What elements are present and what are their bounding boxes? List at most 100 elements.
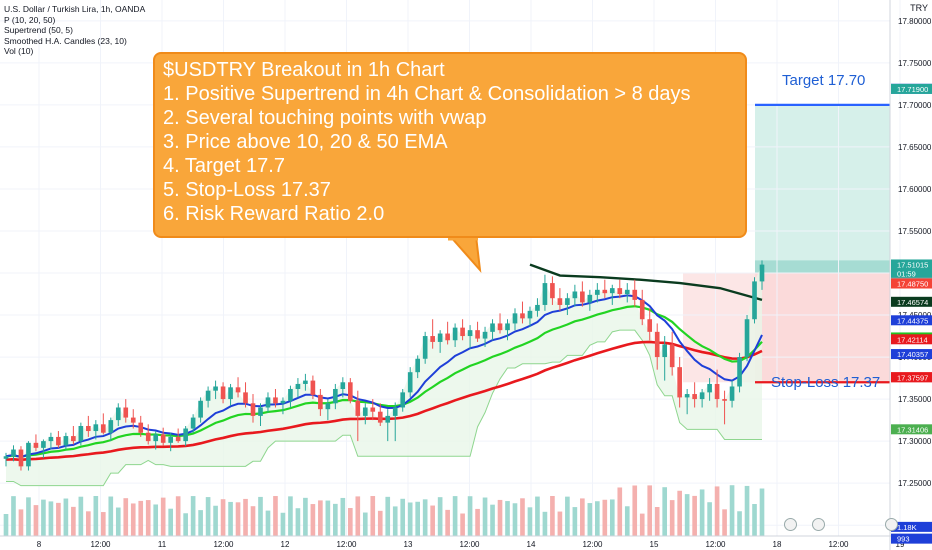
legend-ema[interactable]: P (10, 20, 50) — [4, 14, 56, 25]
candle-body — [175, 436, 181, 442]
volume-bar — [707, 502, 712, 536]
candle-body — [265, 397, 271, 408]
flag-icon[interactable] — [812, 518, 825, 531]
candle-body — [587, 294, 593, 303]
supertrend-line — [6, 329, 762, 487]
volume-bar — [565, 496, 570, 536]
callout-point-6: 6. Risk Reward Ratio 2.0 — [163, 203, 385, 225]
price-tag-label: 17.48750 — [897, 280, 928, 289]
price-tag-label: 17.42114 — [897, 335, 928, 344]
candle-body — [168, 436, 173, 443]
x-tick-label: 13 — [404, 540, 413, 549]
candle-body — [729, 386, 735, 401]
volume-bar — [93, 496, 99, 536]
candle-body — [430, 336, 435, 342]
volume-bar — [63, 498, 69, 536]
x-tick-label: 12:00 — [582, 540, 603, 549]
y-tick-label: 17.70000 — [898, 101, 932, 110]
flag-icon[interactable] — [784, 518, 797, 531]
supertrend-fill — [6, 264, 762, 486]
price-tag — [891, 349, 932, 360]
volume-bar — [228, 501, 233, 536]
candle-body — [160, 434, 166, 443]
candle-body — [93, 424, 99, 432]
legend-symbol[interactable]: U.S. Dollar / Turkish Lira, 1h, OANDA — [4, 4, 146, 14]
volume-bar — [108, 496, 114, 536]
volume-bar — [3, 514, 9, 536]
price-tag — [891, 424, 932, 435]
candle-body — [333, 389, 338, 404]
candle-body — [752, 281, 757, 320]
volume-bar — [198, 510, 203, 536]
volume-bar — [175, 496, 181, 536]
volume-bar — [385, 496, 391, 536]
candle-body — [580, 291, 585, 303]
volume-bar — [520, 498, 525, 536]
candle-body — [280, 400, 286, 404]
callout-point-5: 5. Stop-Loss 17.37 — [163, 179, 331, 201]
x-tick-label: 12:00 — [459, 540, 480, 549]
volume-bar — [445, 509, 450, 536]
candle-body — [362, 407, 368, 416]
candle-body — [572, 291, 578, 299]
candle-body — [385, 415, 391, 423]
volume-bar — [303, 497, 308, 536]
volume-bar — [190, 496, 196, 536]
volume-bar — [41, 499, 46, 536]
price-tag — [891, 533, 932, 544]
candle-body — [347, 382, 353, 401]
candle-body — [258, 407, 263, 416]
volume-bar — [677, 490, 682, 536]
annotation-callout[interactable]: $USDTRY Breakout in 1h Chart 1. Positive… — [153, 52, 747, 238]
volume-bar — [288, 496, 293, 536]
volume-bar — [752, 504, 757, 536]
candle-body — [542, 283, 548, 305]
legend-ha-candles[interactable]: Smoothed H.A. Candles (23, 10) — [4, 35, 127, 46]
candle-body — [355, 400, 361, 416]
candle-body — [295, 383, 301, 390]
volume-bar — [744, 485, 750, 536]
candle-body — [452, 327, 458, 341]
volume-bar — [430, 505, 435, 536]
candle-body — [123, 407, 129, 418]
candle-body — [78, 425, 84, 442]
volume-bar — [737, 511, 742, 536]
target-label: Target 17.70 — [782, 72, 866, 89]
x-tick-label: 12:00 — [828, 540, 849, 549]
price-tag — [891, 83, 932, 94]
legend-supertrend[interactable]: Supertrend (50, 5) — [4, 25, 73, 35]
volume-bar — [280, 512, 286, 536]
price-tag — [891, 315, 932, 326]
candle-body — [3, 456, 9, 459]
candle-body — [115, 407, 121, 421]
legend-volume[interactable]: Vol (10) — [4, 46, 34, 56]
volume-bar — [647, 485, 653, 536]
candle-body — [213, 386, 218, 391]
volume-bar — [595, 501, 600, 536]
volume-bar — [460, 513, 465, 536]
x-tick-label: 8 — [37, 540, 42, 549]
volume-bar — [220, 499, 226, 536]
volume-bar — [669, 500, 675, 536]
candle-body — [422, 336, 428, 359]
volume-bar — [18, 509, 24, 536]
candle-body — [460, 327, 465, 337]
flag-icon[interactable] — [885, 518, 898, 531]
candle-body — [550, 283, 555, 299]
candle-body — [707, 383, 712, 393]
candle-body — [108, 420, 114, 433]
price-tag — [891, 296, 932, 307]
volume-bar — [632, 485, 638, 536]
callout-point-2: 2. Several touching points with vwap — [163, 107, 487, 129]
volume-bar — [213, 505, 218, 536]
y-tick-label: 17.35000 — [898, 395, 932, 404]
volume-bar — [205, 497, 211, 536]
candle-body — [565, 298, 570, 305]
volume-bar — [490, 504, 495, 536]
volume-bar — [617, 487, 623, 536]
volume-bar — [587, 503, 593, 536]
candle-body — [475, 330, 480, 339]
callout-point-1: 1. Positive Supertrend in 4h Chart & Con… — [163, 83, 691, 105]
volume-bar — [355, 496, 361, 536]
price-tag — [891, 334, 932, 345]
